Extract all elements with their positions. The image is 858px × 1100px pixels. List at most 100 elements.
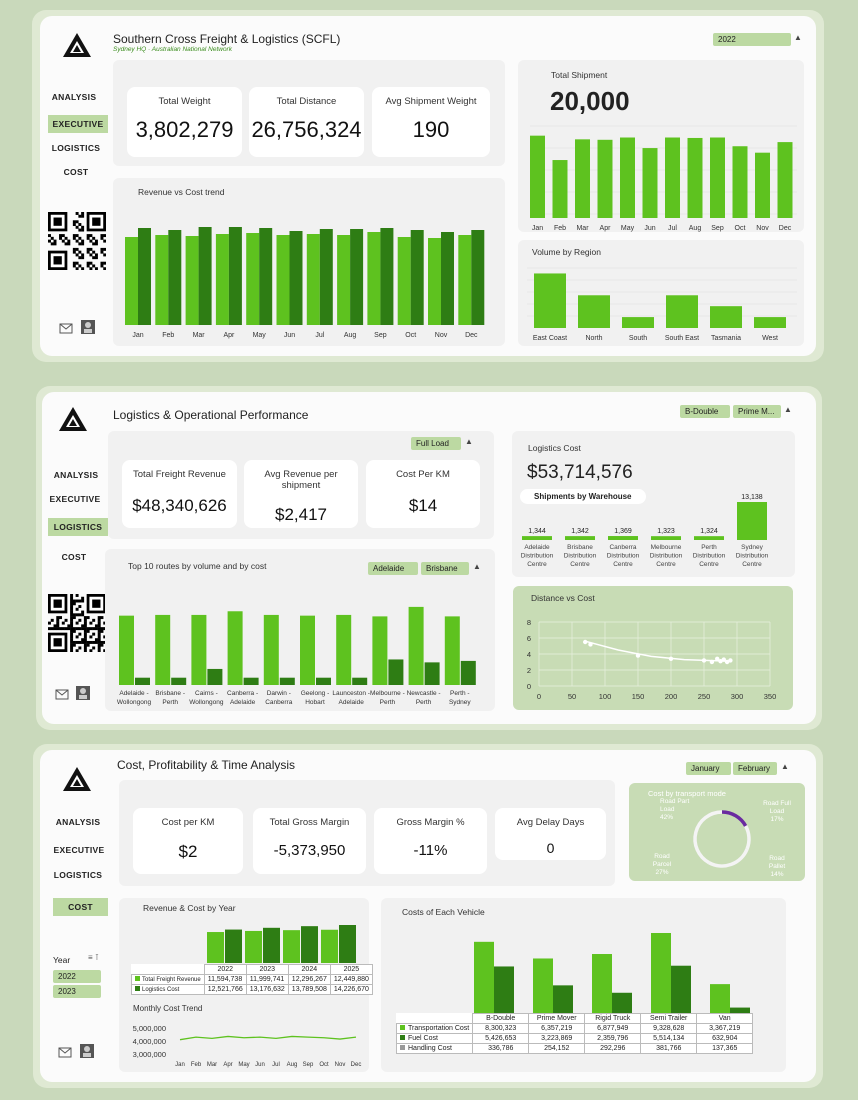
month-slicer-2[interactable]: February — [733, 762, 777, 775]
profile-avatar-icon[interactable] — [80, 319, 96, 335]
table-cell: 12,449,880 — [329, 974, 373, 985]
qr-module — [67, 624, 71, 628]
table-header-cell: B-Double — [472, 1013, 530, 1024]
spinner-icon[interactable]: ▲ — [794, 33, 802, 42]
bar-warehouse — [608, 536, 638, 540]
kpi-label: Total Weight — [158, 96, 211, 107]
vehicle-slicer-2[interactable]: Prime M... — [733, 405, 781, 418]
spinner-icon[interactable]: ▲ — [784, 405, 792, 414]
kpi-label: Cost Per KM — [396, 469, 450, 480]
bar-revenue — [337, 235, 351, 325]
year-filter-label: Year — [53, 955, 71, 965]
route-slicer-1[interactable]: Adelaide — [368, 562, 418, 575]
qr-module — [86, 640, 90, 644]
table-cell: 5,514,134 — [640, 1033, 698, 1044]
qr-module — [72, 250, 76, 254]
qr-module — [72, 616, 76, 620]
y-tick-label: 4,000,000 — [133, 1037, 166, 1046]
nav-cost[interactable]: COST — [63, 167, 89, 177]
bar-cost — [135, 677, 150, 685]
nav-executive[interactable]: EXECUTIVE — [53, 845, 105, 855]
tick-label: Tasmania — [711, 335, 741, 342]
qr-module — [81, 624, 85, 628]
nav-executive[interactable]: EXECUTIVE — [49, 494, 101, 504]
bar-cost — [352, 677, 368, 685]
qr-module — [83, 646, 87, 650]
nav-analysis[interactable]: ANALYSIS — [53, 470, 99, 480]
bar-shipment — [642, 148, 658, 218]
nav-logistics[interactable]: LOGISTICS — [53, 870, 103, 880]
qr-module — [78, 250, 82, 254]
slice-label: Road Full — [763, 800, 791, 807]
spinner-icon[interactable]: ▲ — [473, 562, 481, 571]
qr-module — [78, 632, 82, 636]
nav-analysis[interactable]: ANALYSIS — [51, 92, 97, 102]
data-label: 1,342 — [571, 528, 589, 535]
qr-module — [89, 239, 93, 243]
profile-avatar-icon[interactable] — [79, 1043, 95, 1059]
mail-icon[interactable] — [58, 320, 74, 336]
year-option-2022[interactable]: 2022 — [53, 970, 101, 983]
qr-module — [70, 596, 74, 600]
tick-label: Feb — [554, 225, 566, 232]
qr-module — [89, 635, 93, 639]
mail-icon[interactable] — [54, 686, 70, 702]
table-cell: 6,877,949 — [584, 1023, 642, 1034]
logistics-cost-value: $53,714,576 — [527, 462, 633, 483]
year-slicer[interactable]: 2022 — [713, 33, 791, 46]
qr-module — [72, 247, 76, 251]
table-row: Transportation Cost 8,300,323 6,357,219 6,8… — [395, 1023, 754, 1034]
nav-analysis[interactable]: ANALYSIS — [55, 817, 101, 827]
qr-module — [70, 627, 74, 631]
year-option-2023[interactable]: 2023 — [53, 985, 101, 998]
tick-label: Nov — [335, 1062, 346, 1068]
tick-label: North — [585, 335, 602, 342]
bar-volume — [300, 615, 315, 685]
qr-module — [75, 261, 79, 265]
qr-module — [61, 621, 65, 625]
mail-icon[interactable] — [57, 1044, 73, 1060]
tick-label: Centre — [742, 561, 762, 568]
qr-module — [89, 621, 93, 625]
qr-module — [70, 605, 74, 609]
load-slicer[interactable]: Full Load — [411, 437, 461, 450]
qr-module — [70, 643, 74, 647]
qr-module — [53, 624, 57, 628]
tick-label: Jan — [132, 332, 143, 339]
scatter-point — [728, 658, 733, 663]
tick-label: Distribution — [650, 553, 683, 560]
table-cell — [132, 965, 205, 975]
qr-module — [86, 629, 90, 633]
kpi-value: 3,802,279 — [135, 117, 234, 142]
filter-icon[interactable]: ≡ ⊺ — [88, 953, 100, 962]
nav-logistics[interactable]: LOGISTICS — [48, 518, 108, 536]
qr-module — [72, 261, 76, 265]
profile-avatar-icon[interactable] — [75, 685, 91, 701]
y-tick-label: 8 — [527, 618, 531, 627]
qr-module — [89, 649, 93, 652]
bar-cost — [198, 227, 212, 325]
nav-executive[interactable]: EXECUTIVE — [48, 115, 108, 133]
vehicle-slicer-1[interactable]: B-Double — [680, 405, 730, 418]
bar-volume — [408, 606, 424, 685]
qr-module — [94, 239, 98, 243]
bar-volume — [444, 616, 460, 685]
month-slicer-1[interactable]: January — [686, 762, 731, 775]
bar-shipment — [732, 146, 748, 218]
route-slicer-2[interactable]: Brisbane — [421, 562, 469, 575]
nav-logistics[interactable]: LOGISTICS — [51, 143, 101, 153]
vehicle-cost-chart — [474, 933, 750, 1013]
spinner-icon[interactable]: ▲ — [781, 762, 789, 771]
nav-cost[interactable]: COST — [61, 552, 87, 562]
qr-module — [97, 635, 101, 639]
spinner-icon[interactable]: ▲ — [465, 437, 473, 446]
kpi-value: 26,756,324 — [251, 117, 362, 142]
kpi-value: 190 — [412, 117, 450, 142]
tick-label: Hobart — [305, 699, 325, 706]
bar-transportation-cost — [710, 984, 730, 1013]
table-cell: 137,365 — [696, 1043, 754, 1054]
table-header-cell: Van — [696, 1013, 754, 1024]
nav-cost[interactable]: COST — [53, 898, 108, 916]
transport-mode-title: Cost by transport mode — [648, 789, 726, 798]
data-label: 1,344 — [528, 528, 546, 535]
